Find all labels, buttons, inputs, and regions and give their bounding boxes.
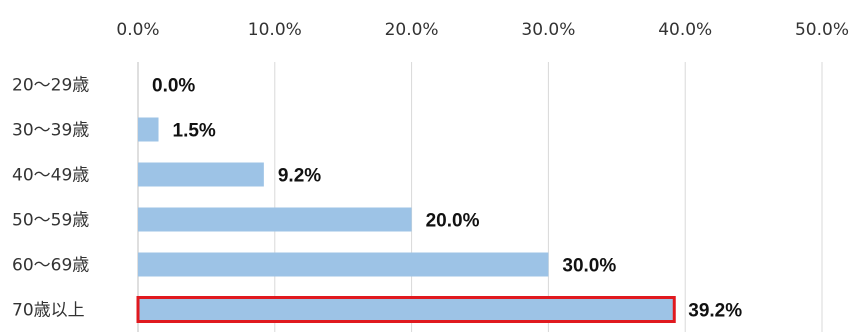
category-label: 40〜49歳	[12, 166, 89, 186]
x-tick-label: 30.0%	[521, 20, 575, 40]
x-tick-label: 10.0%	[248, 20, 302, 40]
bar	[138, 117, 159, 142]
category-label: 70歳以上	[12, 301, 85, 321]
x-tick-label: 40.0%	[658, 20, 712, 40]
bar	[138, 207, 412, 232]
data-label: 30.0%	[562, 256, 616, 277]
x-tick-label: 50.0%	[795, 20, 849, 40]
data-labels: 0.0% 1.5% 9.2% 20.0% 30.0% 39.2%	[152, 76, 742, 322]
data-label: 0.0%	[152, 76, 195, 97]
category-label: 20〜29歳	[12, 76, 89, 96]
bar-highlighted	[136, 296, 676, 323]
bars	[136, 117, 676, 323]
bar	[138, 162, 264, 187]
category-label: 50〜59歳	[12, 211, 89, 231]
bar	[138, 252, 549, 277]
x-tick-label: 20.0%	[385, 20, 439, 40]
category-label: 30〜39歳	[12, 121, 89, 141]
data-label: 39.2%	[688, 301, 742, 322]
category-label: 60〜69歳	[12, 256, 89, 276]
data-label: 20.0%	[426, 211, 480, 232]
x-tick-label: 0.0%	[116, 20, 159, 40]
data-label: 1.5%	[173, 121, 216, 142]
x-tick-labels: 0.0% 10.0% 20.0% 30.0% 40.0% 50.0%	[116, 20, 849, 40]
gridlines	[274, 62, 823, 332]
data-label: 9.2%	[278, 166, 321, 187]
category-labels: 20〜29歳 30〜39歳 40〜49歳 50〜59歳 60〜69歳 70歳以上	[12, 76, 89, 321]
